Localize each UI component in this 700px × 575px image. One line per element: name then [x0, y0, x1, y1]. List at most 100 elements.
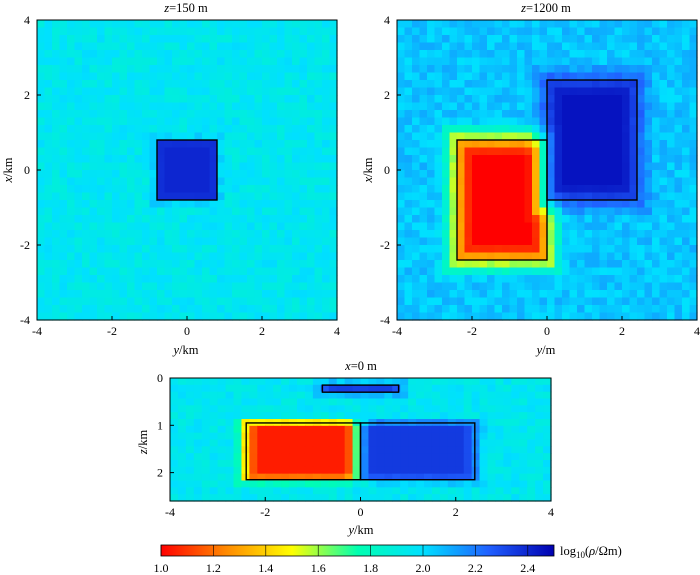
heatmap-cell [652, 305, 661, 314]
heatmap-cell [97, 312, 106, 321]
heatmap-cell [104, 215, 113, 224]
heatmap-cell [519, 384, 528, 393]
heatmap-cell [336, 466, 346, 475]
y-tick-label: 4 [384, 13, 390, 27]
heatmap-cell [674, 50, 683, 59]
heatmap-cell [336, 398, 346, 406]
heatmap-cell [464, 42, 473, 51]
heatmap-cell [424, 480, 433, 488]
heatmap-cell [217, 466, 227, 475]
heatmap-cell [637, 87, 646, 96]
heatmap-cell [503, 487, 512, 495]
heatmap-cell [494, 200, 503, 209]
heatmap-cell [239, 140, 248, 149]
heatmap-cell [674, 20, 683, 29]
heatmap-cell [434, 207, 443, 216]
heatmap-cell [289, 446, 298, 454]
heatmap-cell [157, 147, 166, 156]
heatmap-cell [289, 439, 298, 447]
heatmap-cell [629, 42, 638, 51]
heatmap-cell [209, 480, 219, 488]
heatmap-cell [524, 177, 533, 186]
heatmap-cell [239, 27, 248, 36]
heatmap-cell [517, 305, 526, 314]
heatmap-cell [314, 125, 323, 134]
heatmap-cell [449, 72, 458, 81]
heatmap-cell [112, 192, 121, 201]
heatmap-cell [404, 65, 413, 74]
heatmap-cell [532, 245, 541, 254]
heatmap-cell [134, 312, 143, 321]
heatmap-cell [314, 215, 323, 224]
heatmap-cell [674, 192, 683, 201]
heatmap-cell [464, 215, 473, 224]
heatmap-cell [547, 102, 556, 111]
heatmap-cell [442, 267, 451, 276]
heatmap-cell [644, 297, 653, 306]
heatmap-cell [59, 80, 68, 89]
heatmap-cell [172, 110, 181, 119]
heatmap-cell [463, 378, 473, 386]
heatmap-cell [209, 453, 219, 461]
heatmap-cell [82, 72, 91, 81]
x-tick-label: -2 [260, 505, 270, 519]
heatmap-cell [442, 282, 451, 291]
heatmap-cell [322, 177, 331, 186]
heatmap-cell [449, 177, 458, 186]
heatmap-cell [52, 230, 61, 239]
heatmap-cell [535, 398, 544, 406]
heatmap-cell [284, 42, 293, 51]
heatmap-cell [569, 110, 578, 119]
heatmap-cell [67, 27, 76, 36]
heatmap-cell [532, 207, 541, 216]
heatmap-cell [89, 275, 98, 284]
heatmap-cell [487, 432, 497, 441]
heatmap-cell [503, 494, 512, 502]
heatmap-cell [89, 305, 98, 314]
heatmap-cell [273, 494, 282, 502]
heatmap-cell [104, 102, 113, 111]
heatmap-cell [292, 42, 301, 51]
heatmap-cell [419, 177, 428, 186]
heatmap-cell [502, 192, 511, 201]
heatmap-cell [502, 65, 511, 74]
heatmap-cell [431, 378, 441, 386]
heatmap-cell [644, 125, 653, 134]
heatmap-cell [97, 57, 106, 66]
heatmap-cell [637, 245, 646, 254]
heatmap-cell [179, 297, 188, 306]
heatmap-cell [360, 494, 370, 502]
heatmap-cell [299, 252, 308, 261]
heatmap-cell [149, 72, 158, 81]
heatmap-cell [254, 50, 263, 59]
heatmap-cell [464, 95, 473, 104]
heatmap-cell [539, 275, 548, 284]
heatmap-cell [292, 65, 301, 74]
heatmap-cell [592, 282, 601, 291]
heatmap-cell [304, 466, 314, 475]
heatmap-cell [457, 50, 466, 59]
heatmap-cell [239, 80, 248, 89]
heatmap-cell [495, 425, 504, 434]
heatmap-cell [164, 72, 173, 81]
heatmap-cell [82, 177, 91, 186]
heatmap-cell [502, 245, 511, 254]
heatmap-cell [584, 65, 593, 74]
heatmap-cell [464, 140, 473, 149]
heatmap-cell [194, 132, 203, 141]
heatmap-cell [82, 282, 91, 291]
heatmap-cell [463, 391, 473, 400]
heatmap-cell [584, 207, 593, 216]
heatmap-cell [629, 102, 638, 111]
heatmap-cell [487, 453, 497, 461]
heatmap-cell [202, 27, 211, 36]
heatmap-cell [59, 95, 68, 104]
heatmap-cell [74, 245, 83, 254]
heatmap-cell [97, 282, 106, 291]
heatmap-cell [194, 260, 203, 269]
heatmap-cell [419, 50, 428, 59]
heatmap-cell [689, 170, 698, 179]
heatmap-cell [412, 177, 421, 186]
heatmap-cell [67, 155, 76, 164]
heatmap-cell [269, 290, 278, 299]
